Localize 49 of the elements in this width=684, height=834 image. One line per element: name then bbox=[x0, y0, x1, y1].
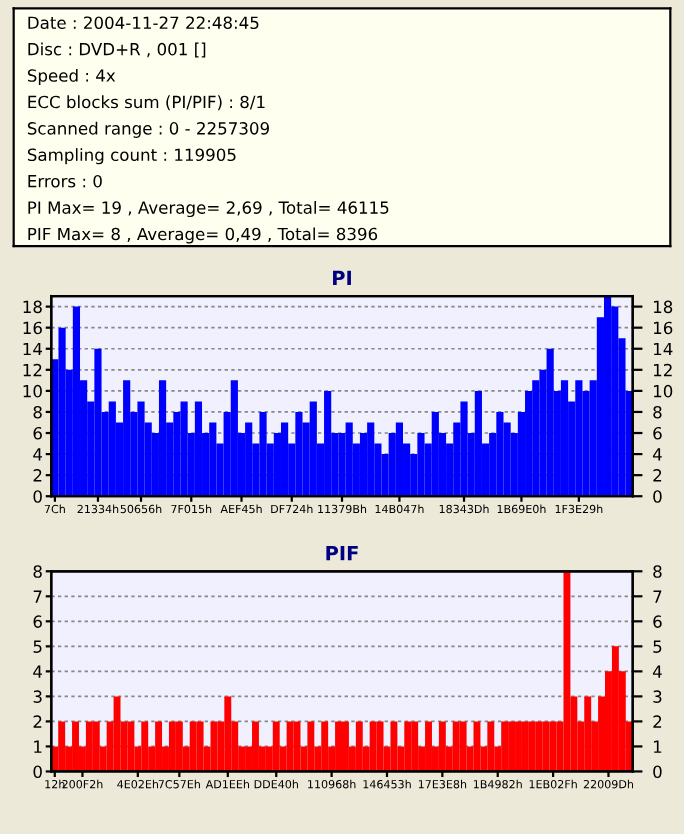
y2-tick-label: 16 bbox=[653, 321, 673, 335]
y2-tick-label: 10 bbox=[653, 384, 673, 398]
y-tick-label: 4 bbox=[33, 448, 43, 461]
y-tick-label: 7 bbox=[33, 590, 42, 603]
y2-tick-label: 5 bbox=[653, 640, 662, 653]
y2-tick-label: 1 bbox=[653, 740, 662, 753]
y-tick-label: 3 bbox=[33, 690, 42, 703]
text: Disc : DVD+R , 001 [] bbox=[28, 42, 206, 58]
y-tick-label: 8 bbox=[33, 565, 42, 578]
y2-tick-label: 7 bbox=[653, 590, 662, 603]
y2-tick-label: 18 bbox=[653, 300, 673, 314]
text: Date : 2004-11-27 22:48:45 bbox=[28, 16, 259, 30]
chart-title: PI bbox=[333, 270, 351, 285]
y2-tick-label: 0 bbox=[653, 765, 662, 779]
y-tick-label: 0 bbox=[33, 490, 42, 503]
y2-tick-label: 8 bbox=[653, 405, 662, 419]
text: ECC blocks sum (PI/PIF) : 8/1 bbox=[28, 95, 265, 111]
y2-tick-label: 12 bbox=[653, 363, 672, 377]
y-tick-label: 12 bbox=[23, 363, 42, 377]
y-tick-label: 1 bbox=[34, 740, 42, 753]
y-tick-label: 8 bbox=[33, 405, 42, 419]
y-tick-label: 14 bbox=[23, 342, 43, 356]
y-tick-label: 0 bbox=[33, 765, 42, 779]
text: Speed : 4x bbox=[27, 68, 116, 86]
y-tick-label: 5 bbox=[33, 640, 42, 653]
text: Errors : 0 bbox=[28, 174, 102, 188]
text: PI Max= 19 , Average= 2,69 , Total= 46115 bbox=[28, 200, 389, 218]
y-tick-label: 6 bbox=[33, 426, 42, 440]
y-tick-label: 2 bbox=[33, 469, 42, 482]
y2-tick-label: 8 bbox=[653, 565, 662, 578]
y-tick-label: 2 bbox=[33, 715, 42, 728]
y-tick-label: 6 bbox=[33, 615, 42, 628]
y2-tick-label: 2 bbox=[653, 715, 662, 728]
y2-tick-label: 6 bbox=[653, 615, 662, 628]
y-tick-label: 18 bbox=[23, 300, 42, 314]
y-tick-label: 10 bbox=[23, 384, 42, 398]
y-tick-label: 16 bbox=[23, 321, 42, 335]
text: Scanned range : 0 - 2257309 bbox=[27, 121, 269, 138]
text: PIF Max= 8 , Average= 0,49 , Total= 8396 bbox=[28, 227, 378, 244]
y2-tick-label: 2 bbox=[653, 469, 662, 482]
y2-tick-label: 4 bbox=[652, 665, 662, 678]
y2-tick-label: 4 bbox=[652, 448, 662, 461]
y2-tick-label: 0 bbox=[653, 490, 662, 503]
y2-tick-label: 3 bbox=[653, 690, 662, 703]
y2-tick-label: 14 bbox=[653, 342, 673, 356]
text: Sampling count : 119905 bbox=[27, 148, 236, 165]
y2-tick-label: 6 bbox=[653, 426, 662, 440]
y-tick-label: 4 bbox=[33, 665, 43, 678]
chart-title: PIF bbox=[326, 546, 358, 561]
